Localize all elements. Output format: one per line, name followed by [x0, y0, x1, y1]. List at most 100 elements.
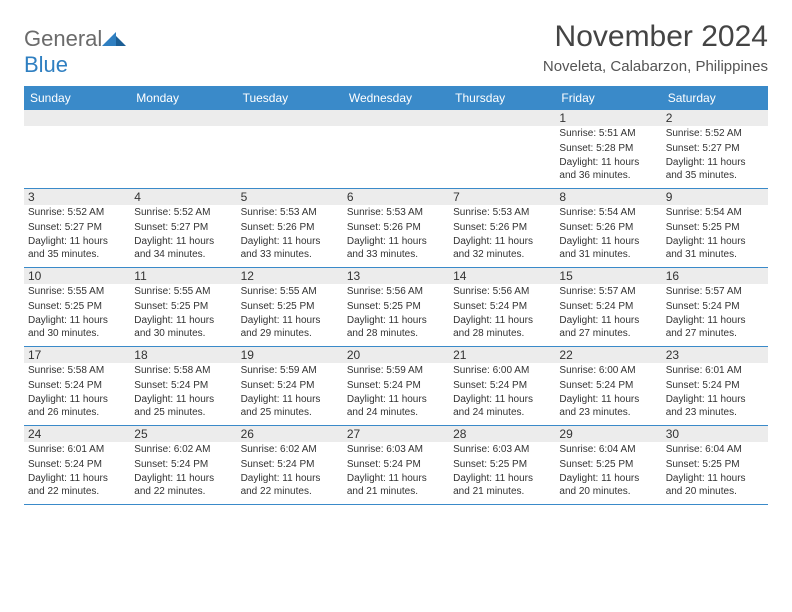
calendar-cell: 9Sunrise: 5:54 AMSunset: 5:25 PMDaylight… [662, 189, 768, 268]
day-number: 12 [237, 268, 343, 284]
calendar-cell: 3Sunrise: 5:52 AMSunset: 5:27 PMDaylight… [24, 189, 130, 268]
calendar-cell: 1Sunrise: 5:51 AMSunset: 5:28 PMDaylight… [555, 110, 661, 189]
calendar-cell: 20Sunrise: 5:59 AMSunset: 5:24 PMDayligh… [343, 347, 449, 426]
daylight-text: Daylight: 11 hours and 31 minutes. [666, 234, 764, 261]
sunset-text: Sunset: 5:24 PM [241, 457, 339, 472]
daylight-text: Daylight: 11 hours and 34 minutes. [134, 234, 232, 261]
sunset-text: Sunset: 5:26 PM [453, 220, 551, 235]
day-details: Sunrise: 5:55 AMSunset: 5:25 PMDaylight:… [237, 284, 343, 346]
day-number: 11 [130, 268, 236, 284]
sunset-text: Sunset: 5:24 PM [134, 457, 232, 472]
sunset-text: Sunset: 5:27 PM [28, 220, 126, 235]
day-number: 24 [24, 426, 130, 442]
logo-word-1: General [24, 26, 102, 51]
day-number: 5 [237, 189, 343, 205]
calendar-week: 1Sunrise: 5:51 AMSunset: 5:28 PMDaylight… [24, 110, 768, 189]
sunset-text: Sunset: 5:24 PM [666, 299, 764, 314]
day-number: 13 [343, 268, 449, 284]
day-details: Sunrise: 5:58 AMSunset: 5:24 PMDaylight:… [24, 363, 130, 425]
sunset-text: Sunset: 5:24 PM [453, 299, 551, 314]
day-number [449, 110, 555, 126]
day-number: 4 [130, 189, 236, 205]
calendar-cell: 8Sunrise: 5:54 AMSunset: 5:26 PMDaylight… [555, 189, 661, 268]
calendar-week: 3Sunrise: 5:52 AMSunset: 5:27 PMDaylight… [24, 189, 768, 268]
sunset-text: Sunset: 5:24 PM [134, 378, 232, 393]
day-number: 27 [343, 426, 449, 442]
day-number: 2 [662, 110, 768, 126]
sunset-text: Sunset: 5:24 PM [28, 378, 126, 393]
sunrise-text: Sunrise: 6:04 AM [666, 442, 764, 457]
sunrise-text: Sunrise: 5:57 AM [666, 284, 764, 299]
sunset-text: Sunset: 5:25 PM [134, 299, 232, 314]
day-details: Sunrise: 5:52 AMSunset: 5:27 PMDaylight:… [662, 126, 768, 188]
daylight-text: Daylight: 11 hours and 25 minutes. [241, 392, 339, 419]
calendar-cell: 12Sunrise: 5:55 AMSunset: 5:25 PMDayligh… [237, 268, 343, 347]
calendar-cell: 11Sunrise: 5:55 AMSunset: 5:25 PMDayligh… [130, 268, 236, 347]
sunrise-text: Sunrise: 5:52 AM [134, 205, 232, 220]
sunset-text: Sunset: 5:26 PM [559, 220, 657, 235]
day-number [343, 110, 449, 126]
sunset-text: Sunset: 5:24 PM [347, 457, 445, 472]
sunset-text: Sunset: 5:24 PM [28, 457, 126, 472]
sunrise-text: Sunrise: 5:56 AM [347, 284, 445, 299]
day-details: Sunrise: 5:59 AMSunset: 5:24 PMDaylight:… [343, 363, 449, 425]
day-details: Sunrise: 6:04 AMSunset: 5:25 PMDaylight:… [555, 442, 661, 504]
daylight-text: Daylight: 11 hours and 29 minutes. [241, 313, 339, 340]
sunset-text: Sunset: 5:24 PM [559, 299, 657, 314]
sunrise-text: Sunrise: 5:52 AM [666, 126, 764, 141]
day-details: Sunrise: 5:56 AMSunset: 5:24 PMDaylight:… [449, 284, 555, 346]
sunrise-text: Sunrise: 5:51 AM [559, 126, 657, 141]
day-details: Sunrise: 5:56 AMSunset: 5:25 PMDaylight:… [343, 284, 449, 346]
daylight-text: Daylight: 11 hours and 30 minutes. [28, 313, 126, 340]
dow-row: Sunday Monday Tuesday Wednesday Thursday… [24, 86, 768, 110]
calendar-cell: 25Sunrise: 6:02 AMSunset: 5:24 PMDayligh… [130, 426, 236, 505]
sunrise-text: Sunrise: 6:00 AM [559, 363, 657, 378]
dow-monday: Monday [130, 86, 236, 110]
sunrise-text: Sunrise: 6:04 AM [559, 442, 657, 457]
sunrise-text: Sunrise: 5:55 AM [28, 284, 126, 299]
sunset-text: Sunset: 5:25 PM [559, 457, 657, 472]
day-number: 9 [662, 189, 768, 205]
logo: General Blue [24, 20, 126, 78]
calendar-cell: 5Sunrise: 5:53 AMSunset: 5:26 PMDaylight… [237, 189, 343, 268]
daylight-text: Daylight: 11 hours and 33 minutes. [241, 234, 339, 261]
daylight-text: Daylight: 11 hours and 30 minutes. [134, 313, 232, 340]
sunset-text: Sunset: 5:24 PM [559, 378, 657, 393]
calendar-cell [237, 110, 343, 189]
day-details: Sunrise: 6:00 AMSunset: 5:24 PMDaylight:… [449, 363, 555, 425]
sunrise-text: Sunrise: 5:55 AM [241, 284, 339, 299]
day-details: Sunrise: 6:03 AMSunset: 5:24 PMDaylight:… [343, 442, 449, 504]
daylight-text: Daylight: 11 hours and 31 minutes. [559, 234, 657, 261]
day-number: 21 [449, 347, 555, 363]
day-number: 14 [449, 268, 555, 284]
day-number: 6 [343, 189, 449, 205]
dow-thursday: Thursday [449, 86, 555, 110]
day-number: 10 [24, 268, 130, 284]
day-number: 25 [130, 426, 236, 442]
daylight-text: Daylight: 11 hours and 24 minutes. [453, 392, 551, 419]
day-details: Sunrise: 5:52 AMSunset: 5:27 PMDaylight:… [24, 205, 130, 267]
sunset-text: Sunset: 5:25 PM [666, 457, 764, 472]
sunrise-text: Sunrise: 6:01 AM [666, 363, 764, 378]
calendar-cell: 26Sunrise: 6:02 AMSunset: 5:24 PMDayligh… [237, 426, 343, 505]
day-details: Sunrise: 5:57 AMSunset: 5:24 PMDaylight:… [555, 284, 661, 346]
sunset-text: Sunset: 5:24 PM [666, 378, 764, 393]
daylight-text: Daylight: 11 hours and 21 minutes. [453, 471, 551, 498]
sunset-text: Sunset: 5:25 PM [241, 299, 339, 314]
calendar-cell: 22Sunrise: 6:00 AMSunset: 5:24 PMDayligh… [555, 347, 661, 426]
sunrise-text: Sunrise: 5:53 AM [241, 205, 339, 220]
day-number: 1 [555, 110, 661, 126]
day-number: 19 [237, 347, 343, 363]
calendar-cell: 16Sunrise: 5:57 AMSunset: 5:24 PMDayligh… [662, 268, 768, 347]
daylight-text: Daylight: 11 hours and 20 minutes. [666, 471, 764, 498]
dow-wednesday: Wednesday [343, 86, 449, 110]
daylight-text: Daylight: 11 hours and 21 minutes. [347, 471, 445, 498]
sunrise-text: Sunrise: 5:56 AM [453, 284, 551, 299]
header-right: November 2024 Noveleta, Calabarzon, Phil… [543, 20, 768, 75]
logo-text: General Blue [24, 26, 126, 78]
daylight-text: Daylight: 11 hours and 26 minutes. [28, 392, 126, 419]
daylight-text: Daylight: 11 hours and 23 minutes. [559, 392, 657, 419]
location-label: Noveleta, Calabarzon, Philippines [543, 58, 768, 75]
sunrise-text: Sunrise: 5:57 AM [559, 284, 657, 299]
sunset-text: Sunset: 5:24 PM [347, 378, 445, 393]
